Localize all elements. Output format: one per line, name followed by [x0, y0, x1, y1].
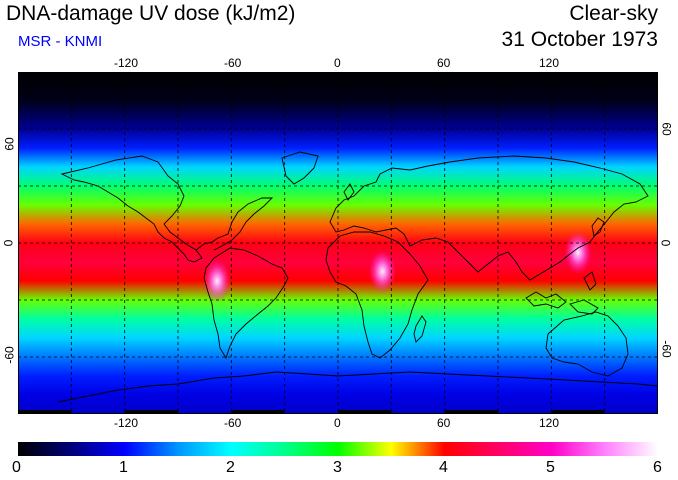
- lon-tick-top: 0: [334, 56, 341, 70]
- coastlines: [57, 151, 658, 403]
- north-america-coast: [60, 155, 203, 263]
- lon-tick-bottom: 120: [539, 416, 560, 430]
- lon-tick-bottom: 0: [334, 416, 341, 430]
- colorbar-tick-label: 0: [12, 459, 21, 476]
- lon-tick-top: 60: [437, 56, 451, 70]
- maritime-continent-islands: [525, 271, 599, 315]
- madagascar-coast: [413, 315, 427, 343]
- lon-tick-top: -60: [224, 56, 242, 70]
- colorbar-tick-label: 1: [119, 459, 128, 476]
- uv-dose-map: [18, 72, 658, 414]
- date-label: 31 October 1973: [501, 28, 658, 51]
- lon-tick-bottom: -60: [224, 416, 242, 430]
- greenland-coast: [281, 151, 319, 185]
- lat-tick-right: 60: [659, 122, 674, 136]
- colorbar-tick-label: 3: [333, 459, 342, 476]
- africa-coast: [325, 231, 429, 359]
- source-label: MSR - KNMI: [18, 33, 103, 50]
- colorbar: [18, 442, 658, 456]
- lon-tick-bottom: -120: [114, 416, 139, 430]
- chart-title: DNA-damage UV dose (kJ/m2): [6, 2, 296, 25]
- uv-hotspot: [203, 259, 232, 303]
- antarctica-coast: [57, 371, 658, 403]
- colorbar-tick-label: 6: [653, 459, 662, 476]
- eurasia-coast: [329, 155, 649, 281]
- lat-tick-right: -60: [659, 340, 674, 358]
- lon-tick-top: -120: [114, 56, 139, 70]
- frame-scale-bars: [18, 72, 605, 414]
- lon-tick-bottom: 60: [437, 416, 451, 430]
- gulf-coast: [195, 197, 274, 251]
- british-isles-coast: [343, 183, 355, 201]
- colorbar-tick-label: 5: [546, 459, 555, 476]
- uv-hotspot: [368, 249, 397, 294]
- lat-tick-left: 0: [1, 239, 16, 247]
- lat-tick-left: -60: [2, 346, 17, 364]
- lon-tick-top: 120: [539, 56, 560, 70]
- colorbar-fill: [18, 442, 658, 456]
- japan-coast: [591, 217, 605, 237]
- hotspot-layer: [203, 230, 592, 303]
- lat-tick-right: 0: [658, 239, 673, 247]
- graticule: [18, 72, 658, 414]
- lat-tick-left: 60: [2, 137, 17, 151]
- scenario-label: Clear-sky: [569, 2, 658, 25]
- colorbar-tick-label: 2: [226, 459, 235, 476]
- uv-hotspot: [564, 230, 592, 275]
- colorbar-tick-label: 4: [439, 459, 448, 476]
